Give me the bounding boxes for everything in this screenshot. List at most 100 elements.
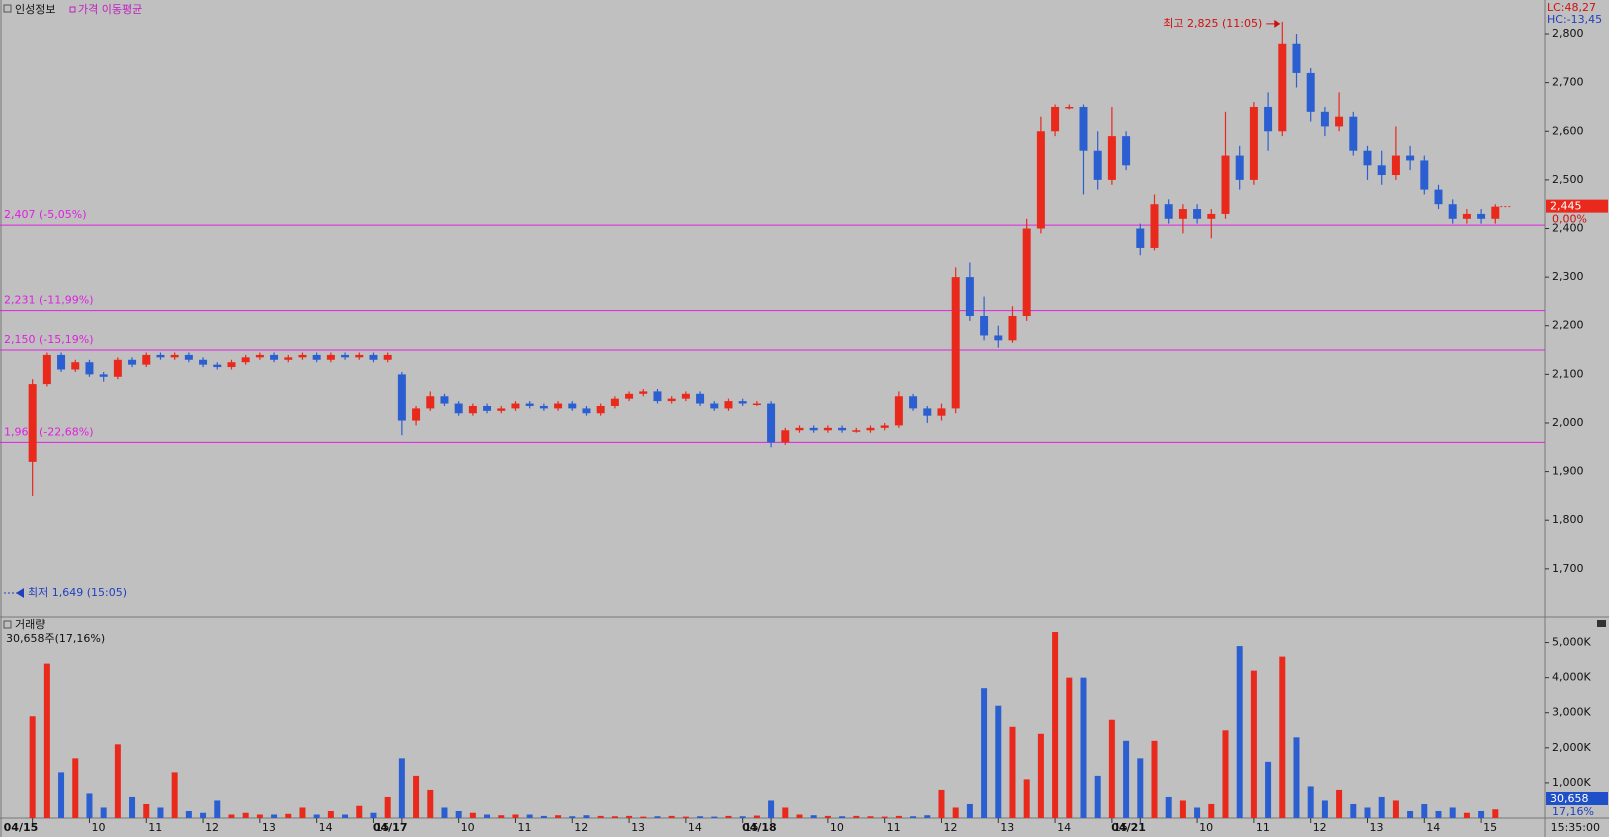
y-tick-label: 2,200 — [1552, 319, 1584, 332]
volume-bar — [810, 815, 817, 818]
candle-body — [113, 359, 122, 377]
volume-bar — [1108, 719, 1115, 818]
candle-body — [596, 405, 605, 414]
candle-body — [355, 354, 364, 358]
volume-bar — [1478, 810, 1485, 818]
volume-bar — [782, 807, 789, 818]
candle-body — [539, 405, 548, 409]
volume-bar — [966, 803, 973, 818]
candle-body — [937, 408, 946, 416]
volume-bar — [711, 816, 718, 818]
panel-icon — [3, 620, 12, 629]
candle-body — [880, 425, 889, 428]
candle-body — [823, 427, 832, 431]
candle-body — [965, 277, 974, 317]
y-tick-label: 2,400 — [1552, 222, 1584, 235]
volume-bar — [299, 807, 306, 818]
candle-body — [255, 354, 264, 358]
volume-bar — [881, 816, 888, 818]
candle-body — [71, 362, 80, 370]
y-tick-label: 1,900 — [1552, 465, 1584, 478]
x-tick-label: 04/17 — [373, 821, 408, 834]
candle-body — [1249, 106, 1258, 180]
volume-bar — [1222, 730, 1229, 818]
candle-body — [383, 354, 392, 360]
candle-body — [1122, 136, 1131, 166]
candle-body — [639, 391, 648, 394]
x-tick-label: 11 — [517, 821, 531, 834]
volume-bar — [1208, 803, 1215, 818]
volume-bar — [29, 716, 36, 818]
candle-body — [1079, 106, 1088, 151]
candle-body — [951, 277, 960, 409]
candle-body — [85, 362, 94, 375]
candle-body — [1178, 209, 1187, 219]
candle-body — [326, 354, 335, 360]
candle-body — [923, 408, 932, 416]
y-tick-label: 2,800 — [1552, 27, 1584, 40]
volume-bar — [143, 803, 150, 818]
candle-body — [1221, 155, 1230, 214]
high-arrowhead — [1274, 19, 1281, 28]
candle-body — [284, 357, 293, 360]
candle-body — [994, 335, 1003, 341]
volume-bar — [824, 815, 831, 818]
volume-bar — [129, 796, 136, 818]
volume-bar — [1066, 677, 1073, 818]
candle-body — [980, 316, 989, 336]
volume-bar — [796, 814, 803, 818]
candle-body — [554, 403, 563, 409]
volume-bar — [455, 810, 462, 818]
candle-body — [1377, 165, 1386, 176]
volume-bar — [1407, 810, 1414, 818]
candle-body — [1477, 213, 1486, 219]
candle-body — [525, 403, 534, 406]
candle-body — [142, 354, 151, 365]
volume-bar — [853, 815, 860, 818]
candle-body — [227, 362, 236, 368]
candle-body — [1051, 106, 1060, 132]
volume-bar — [1151, 740, 1158, 818]
volume-bar — [498, 815, 505, 818]
volume-bar — [1123, 740, 1130, 818]
x-tick-label: 14 — [1426, 821, 1440, 834]
candle-body — [1363, 150, 1372, 166]
x-tick-label: 12 — [574, 821, 588, 834]
volume-bar — [1449, 807, 1456, 818]
volume-bar — [214, 800, 221, 818]
x-tick-label: 14 — [1057, 821, 1071, 834]
volume-bar — [753, 815, 760, 818]
y-tick-label: 5,000K — [1552, 636, 1591, 649]
volume-summary: 30,658주(17,16%) — [6, 632, 105, 645]
candle-body — [426, 396, 435, 409]
candle-body — [1292, 43, 1301, 73]
x-tick-label: 13 — [1369, 821, 1383, 834]
volume-bar — [526, 814, 533, 818]
lc-label: LC:48,27 — [1547, 1, 1596, 14]
volume-bar — [569, 816, 576, 818]
last-price-label: 2,445 — [1550, 200, 1582, 213]
candle-body — [710, 403, 719, 409]
x-tick-label: 14 — [688, 821, 702, 834]
volume-bar — [469, 812, 476, 818]
x-tick-label: 15 — [745, 821, 759, 834]
panel-button[interactable] — [1597, 620, 1606, 627]
volume-bar — [72, 758, 79, 818]
volume-bar — [682, 816, 689, 818]
panel-icon — [3, 4, 12, 13]
volume-bar — [413, 775, 420, 818]
x-tick-label: 11 — [887, 821, 901, 834]
volume-bar — [1421, 803, 1428, 818]
volume-bar — [1293, 737, 1300, 818]
candle-body — [681, 393, 690, 399]
candle-body — [1193, 209, 1202, 219]
y-tick-label: 1,800 — [1552, 513, 1584, 526]
y-tick-label: 2,100 — [1552, 367, 1584, 380]
volume-bar — [1094, 775, 1101, 818]
volume-bar — [1378, 796, 1385, 818]
x-tick-label: 12 — [1313, 821, 1327, 834]
volume-bar — [910, 816, 917, 818]
candle-body — [610, 398, 619, 406]
volume-bar — [342, 814, 349, 818]
candle-body — [1434, 189, 1443, 205]
